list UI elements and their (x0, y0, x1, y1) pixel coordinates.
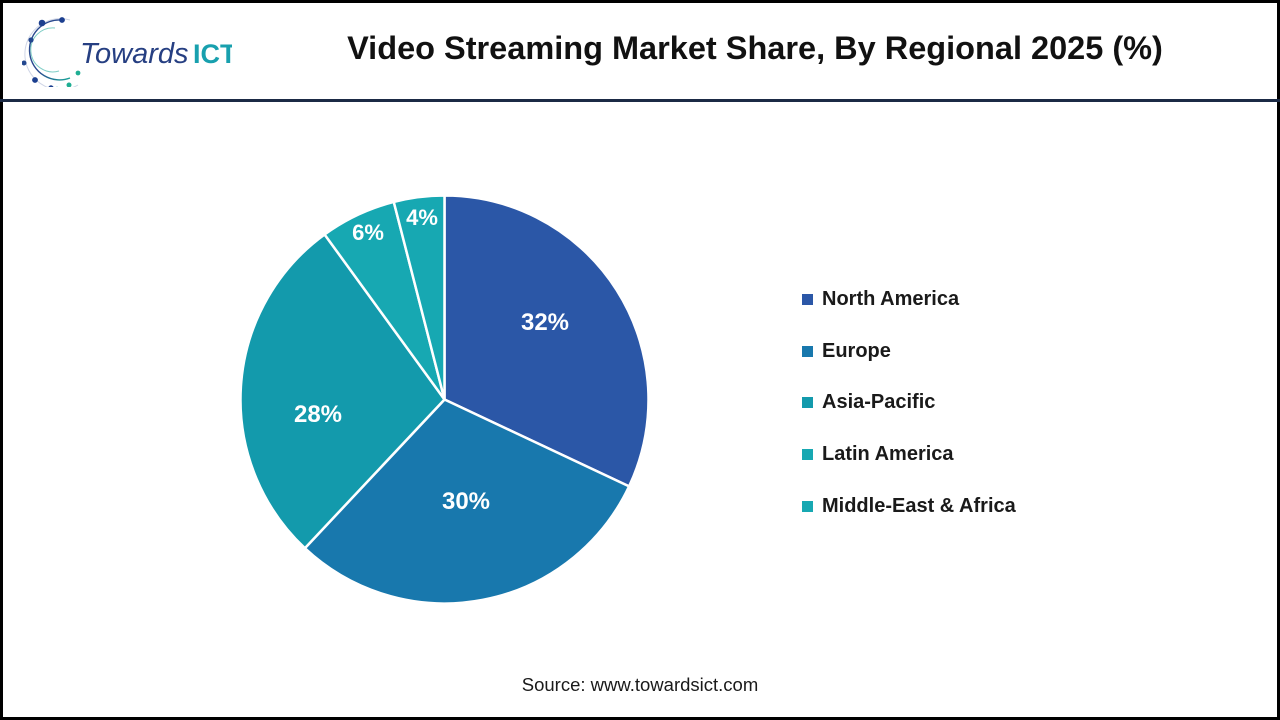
svg-text:4%: 4% (406, 205, 438, 230)
svg-text:32%: 32% (521, 309, 569, 336)
svg-text:28%: 28% (294, 401, 342, 428)
svg-text:6%: 6% (352, 220, 384, 245)
svg-text:30%: 30% (442, 488, 490, 515)
